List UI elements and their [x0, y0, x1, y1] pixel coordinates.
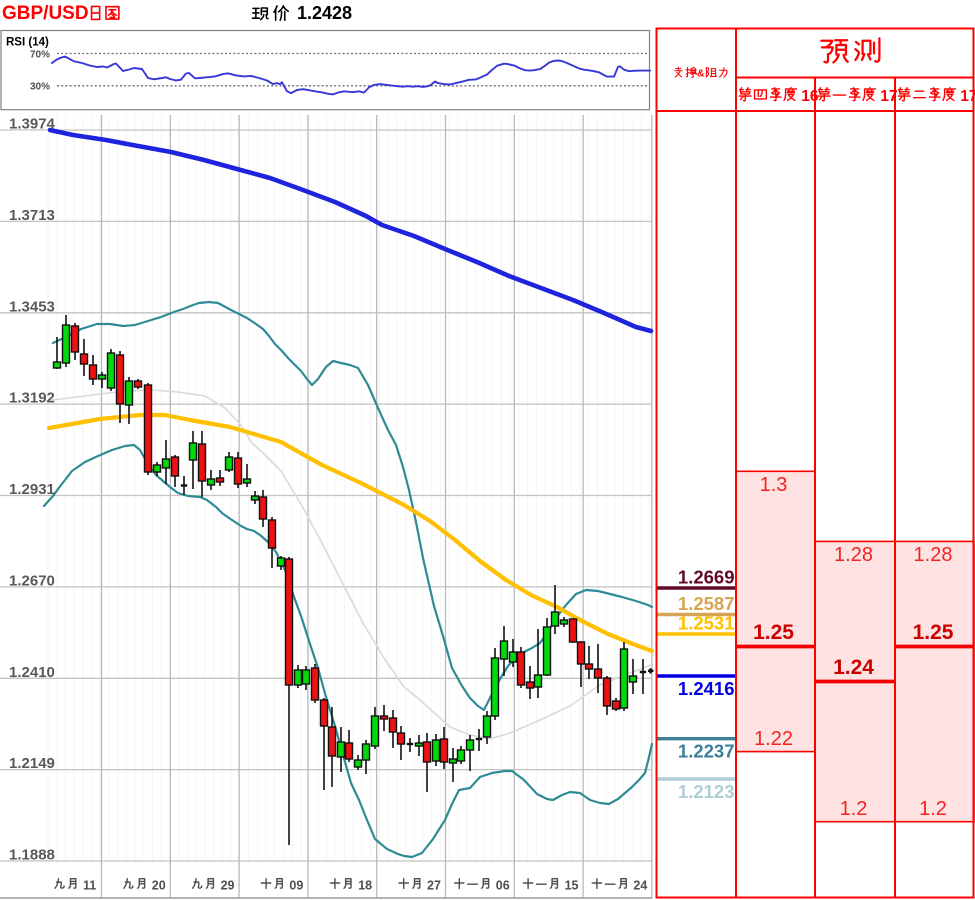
svg-text:1.2416: 1.2416 [678, 678, 735, 699]
svg-text:1.2410: 1.2410 [9, 664, 55, 681]
svg-text:1.3974: 1.3974 [9, 116, 56, 133]
svg-text:11: 11 [83, 879, 96, 893]
svg-text:24: 24 [633, 879, 647, 893]
svg-text:1.2: 1.2 [840, 798, 868, 820]
svg-text:1.2931: 1.2931 [9, 481, 55, 498]
svg-text:1.3: 1.3 [760, 474, 788, 496]
svg-text:1.25: 1.25 [753, 621, 794, 644]
svg-text:18: 18 [358, 879, 372, 893]
svg-text:09: 09 [289, 879, 303, 893]
svg-text:1.2670: 1.2670 [9, 572, 55, 589]
svg-text:&: & [697, 67, 705, 79]
svg-text:1.2149: 1.2149 [9, 755, 55, 772]
svg-text:1.22: 1.22 [754, 728, 793, 750]
svg-text:1.2123: 1.2123 [678, 781, 735, 802]
svg-text:1.2428: 1.2428 [297, 3, 352, 23]
svg-text:27: 27 [427, 879, 441, 893]
svg-text:RSI (14): RSI (14) [6, 37, 49, 49]
svg-text:1.3713: 1.3713 [9, 207, 55, 224]
svg-text:1.28: 1.28 [914, 544, 953, 566]
svg-text:70%: 70% [30, 49, 50, 60]
svg-text:1.2237: 1.2237 [678, 741, 735, 762]
svg-text:16: 16 [801, 88, 819, 105]
svg-text:1.24: 1.24 [833, 656, 874, 679]
svg-text:17: 17 [960, 88, 975, 105]
svg-text:17: 17 [880, 88, 897, 105]
svg-text:1.2669: 1.2669 [678, 567, 735, 588]
svg-text:1.25: 1.25 [913, 621, 954, 644]
svg-text:1.2531: 1.2531 [678, 613, 735, 634]
svg-text:1.2: 1.2 [919, 798, 947, 820]
svg-text:1.28: 1.28 [834, 544, 873, 566]
svg-text:30%: 30% [30, 82, 50, 93]
svg-text:1.3192: 1.3192 [9, 390, 55, 407]
svg-text:1.3453: 1.3453 [9, 298, 55, 315]
svg-text:29: 29 [221, 879, 235, 893]
svg-text:1.1888: 1.1888 [9, 847, 55, 864]
svg-text:20: 20 [152, 879, 166, 893]
svg-text:06: 06 [496, 879, 510, 893]
svg-text:1.2587: 1.2587 [678, 593, 735, 614]
svg-text:GBP/USD: GBP/USD [2, 3, 89, 24]
svg-text:15: 15 [565, 879, 579, 893]
